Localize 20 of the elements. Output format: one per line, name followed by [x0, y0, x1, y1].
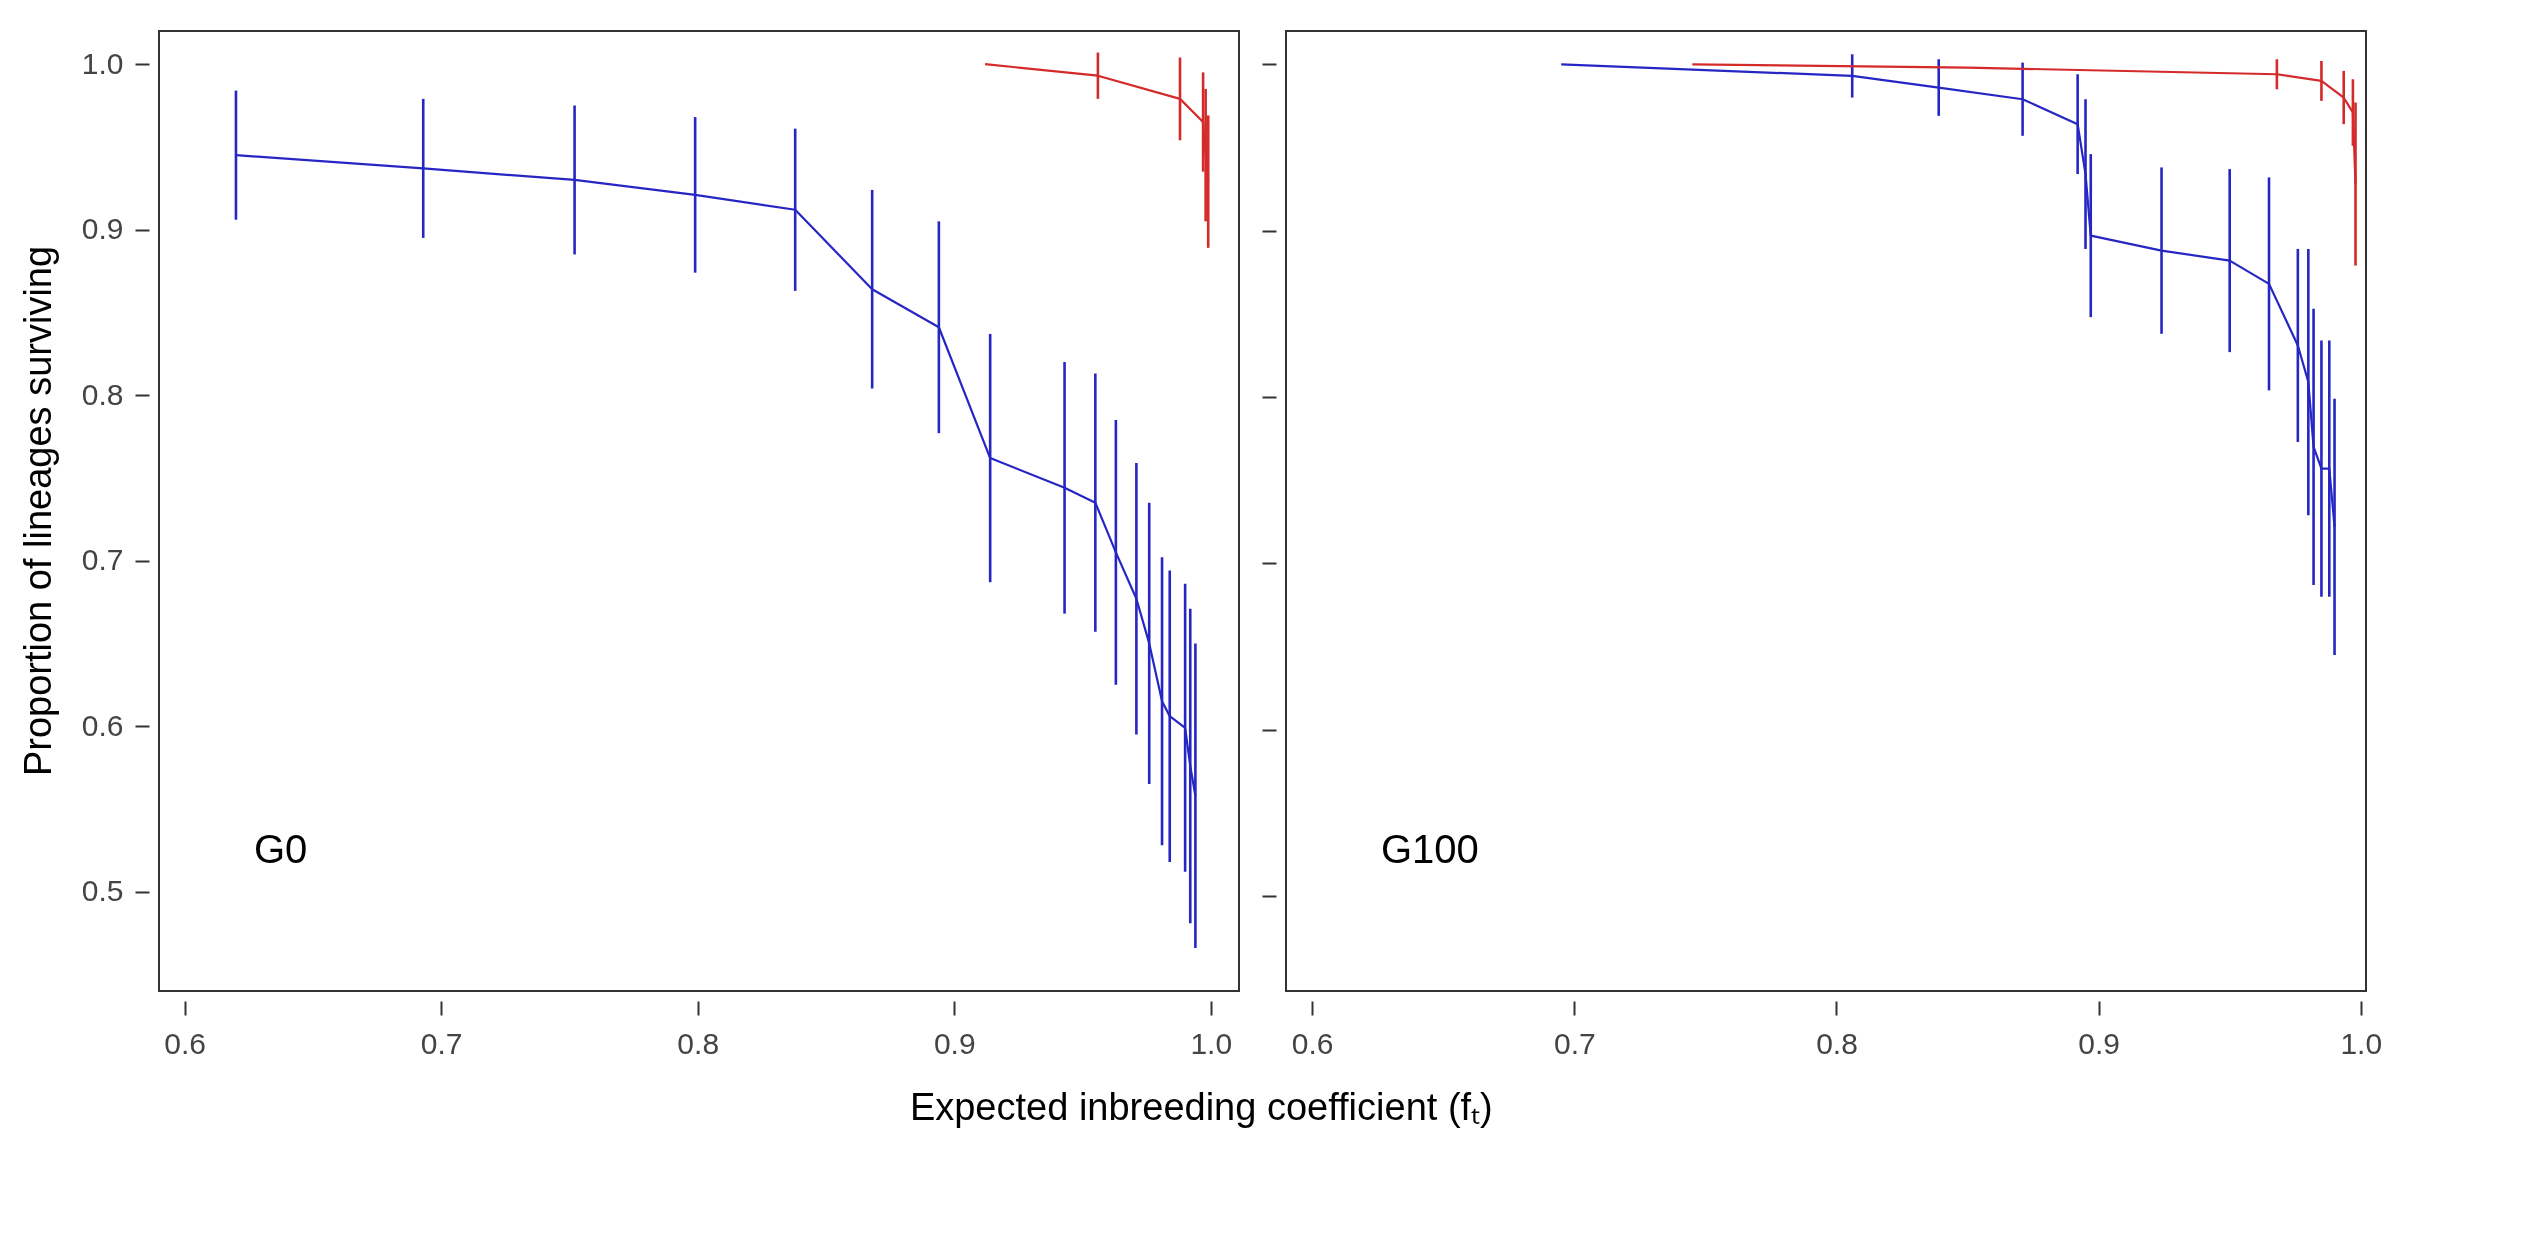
x-tick-label: 1.0: [1190, 1026, 1233, 1060]
x-tick-label: 0.6: [1291, 1026, 1334, 1060]
x-tick-label: 0.7: [1553, 1026, 1596, 1060]
x-tick-label: 0.8: [1816, 1026, 1858, 1060]
y-tick-label: 0.6: [81, 708, 124, 742]
x-tick-label: 0.9: [933, 1026, 976, 1060]
x-axis-title: Expected inbreeding coefficient (fₜ): [909, 1086, 1493, 1128]
annotation: G0: [254, 827, 308, 871]
x-tick-label: 0.6: [164, 1026, 207, 1060]
x-tick-label: 0.8: [677, 1026, 720, 1060]
y-tick-label: 0.7: [81, 543, 124, 577]
y-axis-title: Proportion of lineages surviving: [17, 245, 59, 777]
y-tick-label: 0.8: [81, 377, 124, 411]
y-tick-label: 0.5: [81, 874, 124, 908]
annotation: G100: [1381, 827, 1479, 871]
x-tick-label: 1.0: [2340, 1026, 2383, 1060]
y-tick-label: 1.0: [81, 46, 124, 80]
y-tick-label: 0.9: [81, 212, 124, 246]
x-tick-label: 0.7: [420, 1026, 463, 1060]
x-tick-label: 0.9: [2078, 1026, 2120, 1060]
